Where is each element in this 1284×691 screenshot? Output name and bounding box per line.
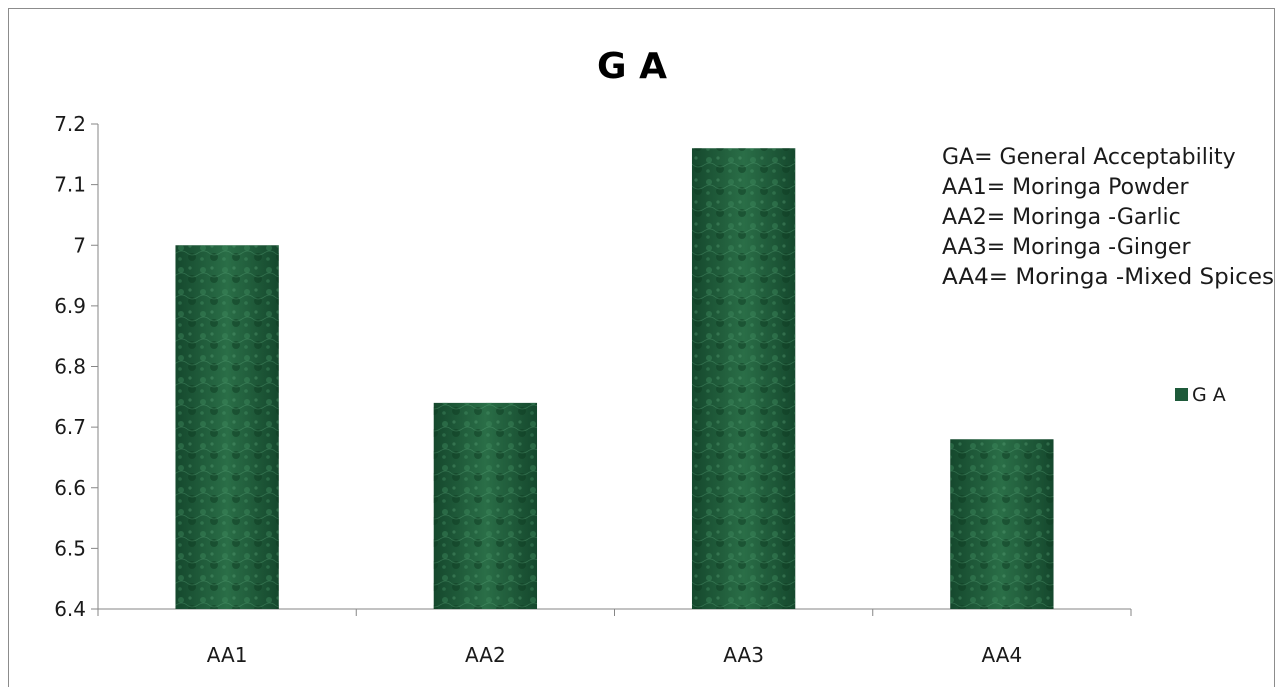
x-tick-label: AA2 xyxy=(465,643,506,667)
bar-texture xyxy=(950,439,1054,609)
chart-title: G A xyxy=(597,46,667,87)
bar-texture xyxy=(433,402,538,609)
x-tick-label: AA3 xyxy=(723,643,764,667)
legend-label: G A xyxy=(1192,384,1226,406)
x-tick-label: AA4 xyxy=(982,643,1023,667)
note-line: GA= General Acceptability xyxy=(942,145,1236,170)
bar-texture xyxy=(691,148,796,609)
y-tick-label: 6.5 xyxy=(54,536,86,560)
y-tick-label: 7.2 xyxy=(54,112,86,136)
definitions-annotation: GA= General Acceptability AA1= Moringa P… xyxy=(942,145,1274,290)
y-tick-label: 7 xyxy=(73,233,86,257)
legend-swatch xyxy=(1175,388,1188,401)
y-tick-label: 6.7 xyxy=(54,415,86,439)
x-axis-ticks xyxy=(97,609,1132,616)
y-axis-ticks: 6.4 6.5 6.6 6.7 6.8 6.9 7 7.1 7.2 xyxy=(54,112,98,621)
bar-aa4 xyxy=(950,439,1054,609)
x-axis-labels: AA1 AA2 AA3 AA4 xyxy=(207,643,1022,667)
bar-aa2 xyxy=(433,402,538,609)
bar-texture xyxy=(175,245,279,609)
bar-series xyxy=(175,148,1054,609)
note-line: AA2= Moringa -Garlic xyxy=(942,205,1181,230)
bar-aa1 xyxy=(175,245,279,609)
bar-aa3 xyxy=(691,148,796,609)
y-tick-label: 6.8 xyxy=(54,355,86,379)
y-tick-label: 6.4 xyxy=(54,597,86,621)
note-line: AA1= Moringa Powder xyxy=(942,175,1190,200)
note-line: AA4= Moringa -Mixed Spices xyxy=(942,265,1274,290)
legend: G A xyxy=(1175,384,1226,406)
y-tick-label: 7.1 xyxy=(54,173,86,197)
x-tick-label: AA1 xyxy=(207,643,248,667)
y-tick-label: 6.9 xyxy=(54,294,86,318)
note-line: AA3= Moringa -Ginger xyxy=(942,235,1191,260)
y-tick-label: 6.6 xyxy=(54,476,86,500)
